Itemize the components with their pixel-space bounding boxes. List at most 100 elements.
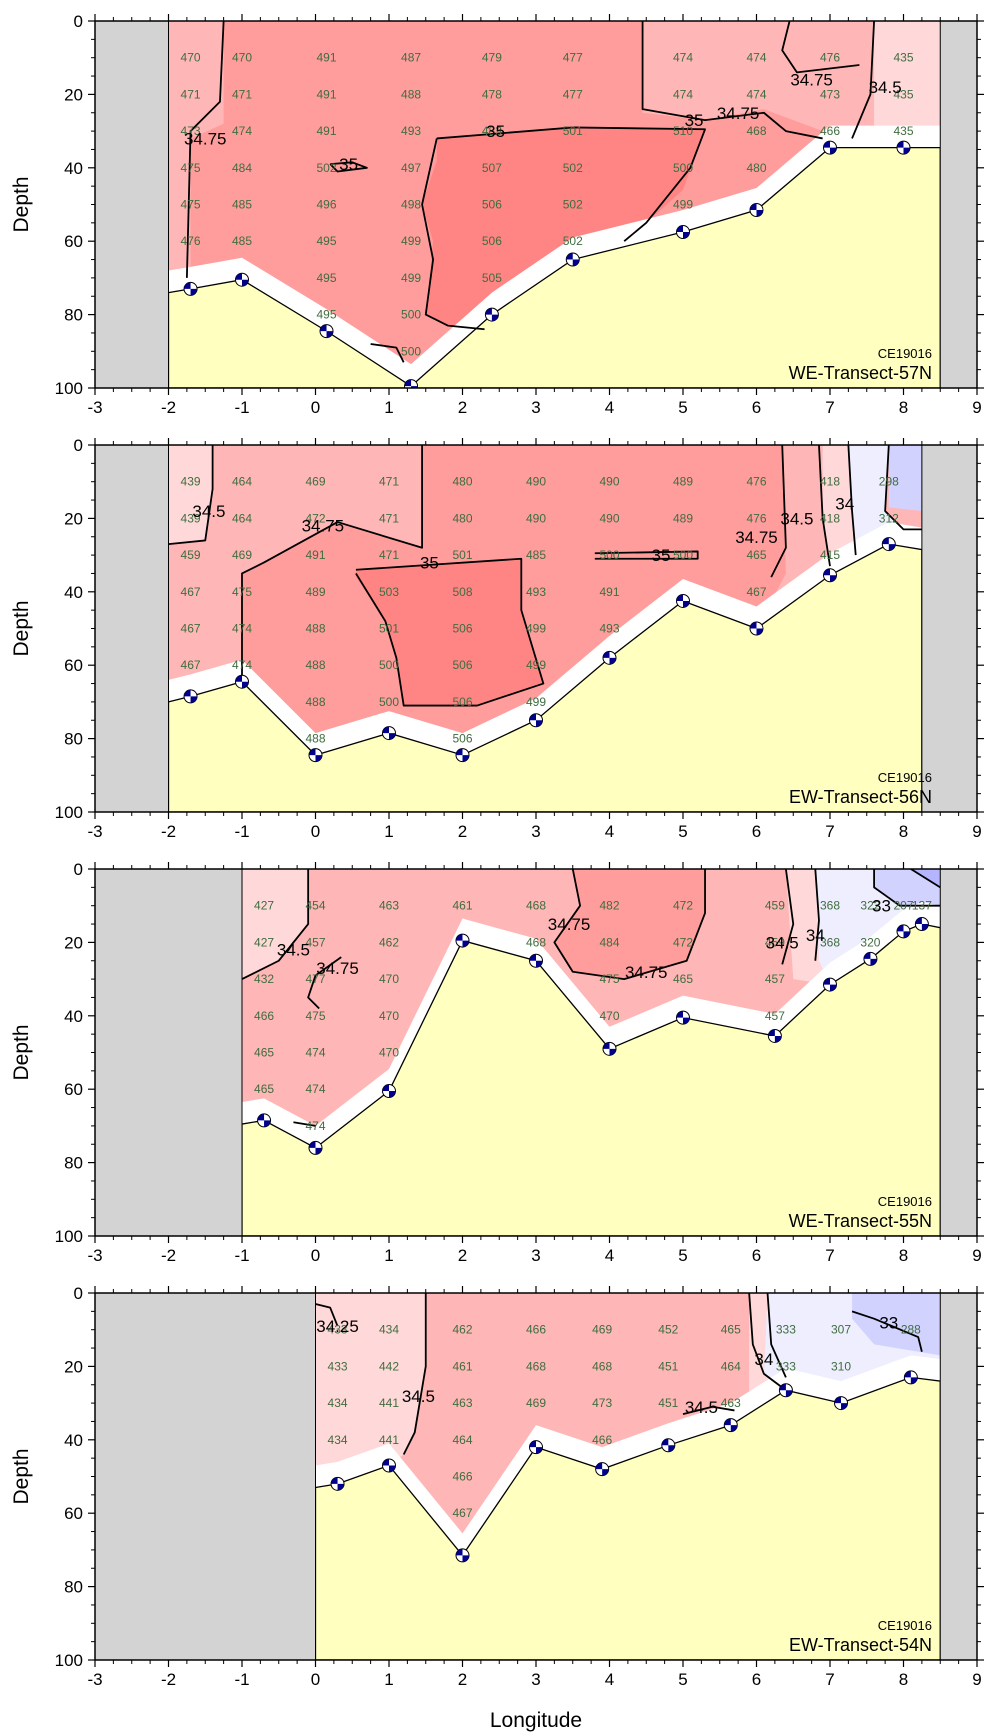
x-tick-label: 3 — [531, 398, 540, 417]
contour-label: 34.75 — [184, 129, 227, 148]
cell-value: 457 — [765, 1009, 785, 1023]
cell-value: 476 — [746, 475, 766, 489]
station-marker — [834, 1396, 849, 1411]
cell-value: 474 — [746, 51, 766, 65]
cell-value: 465 — [673, 972, 693, 986]
station-marker — [896, 140, 911, 155]
salinity-zone — [785, 869, 830, 985]
cell-value: 307 — [831, 1323, 851, 1337]
cell-value: 433 — [328, 1323, 348, 1337]
station-marker — [595, 1462, 610, 1477]
x-tick-label: 7 — [825, 398, 834, 417]
station-marker — [749, 621, 764, 636]
cell-value: 485 — [232, 198, 252, 212]
y-tick-label: 60 — [64, 656, 83, 675]
contour-line — [884, 445, 922, 531]
station-marker — [863, 951, 878, 966]
cell-value: 491 — [317, 124, 337, 138]
cell-value: 493 — [526, 585, 546, 599]
contour-line — [436, 126, 706, 242]
contour-label: 34.5 — [402, 1387, 435, 1406]
cell-value: 288 — [901, 1323, 921, 1337]
cell-value: 466 — [592, 1433, 612, 1447]
cell-value: 474 — [305, 1046, 325, 1060]
transect-panel: 4274274324664654654544574774754744744744… — [55, 860, 984, 1265]
contour-line — [329, 161, 368, 173]
contour-line — [402, 1293, 427, 1455]
cell-value: 433 — [328, 1359, 348, 1373]
cell-value: 488 — [305, 658, 325, 672]
contour-line — [315, 1303, 339, 1327]
land-west — [95, 445, 169, 812]
cell-value: 490 — [599, 511, 619, 525]
salinity-zone — [888, 445, 922, 512]
cell-value: 488 — [305, 622, 325, 636]
x-tick-label: -1 — [234, 1670, 249, 1689]
cell-value: 466 — [254, 1009, 274, 1023]
transect-panel: 4704714734754754764704714744844854854914… — [55, 12, 984, 417]
cell-value: 427 — [254, 899, 274, 913]
cell-value: 466 — [820, 124, 840, 138]
cell-value: 472 — [673, 935, 693, 949]
cell-value: 439 — [181, 475, 201, 489]
station-marker — [257, 1113, 272, 1128]
cell-value: 468 — [526, 1359, 546, 1373]
cell-value: 507 — [482, 161, 502, 175]
cell-value: 505 — [482, 271, 502, 285]
cell-value: 457 — [765, 972, 785, 986]
cell-value: 488 — [401, 87, 421, 101]
cell-value: 476 — [746, 511, 766, 525]
cell-value: 463 — [721, 1396, 741, 1410]
contour-line — [241, 869, 310, 980]
cell-value: 502 — [563, 161, 583, 175]
cell-value: 459 — [765, 935, 785, 949]
cruise-label: CE19016 — [878, 770, 932, 785]
x-tick-label: 4 — [605, 1670, 614, 1689]
contour-label: 34 — [835, 495, 854, 514]
cell-value: 470 — [181, 51, 201, 65]
x-tick-label: 3 — [531, 822, 540, 841]
plot-area: 470 471 473 475 475 476 470 471 474 484 485 485 491 4… — [95, 21, 977, 388]
contour-line — [781, 21, 860, 74]
station-marker — [382, 1084, 396, 1099]
station-marker — [455, 933, 470, 948]
cell-value: 454 — [305, 899, 325, 913]
cell-value: 464 — [232, 511, 252, 525]
cell-value: 474 — [232, 658, 252, 672]
contour-label: 34.75 — [790, 71, 833, 90]
cell-value: 498 — [401, 198, 421, 212]
contour-line — [748, 1293, 787, 1391]
station-marker — [565, 252, 580, 267]
cell-value: 468 — [746, 124, 766, 138]
cell-value: 451 — [658, 1396, 678, 1410]
salinity-zone — [422, 127, 706, 330]
station-marker — [778, 1383, 793, 1398]
cell-value: 474 — [673, 51, 693, 65]
station-marker — [330, 1476, 345, 1491]
cell-value: 500 — [401, 344, 421, 358]
y-axis-title: Depth — [10, 1448, 33, 1504]
cell-value: 471 — [181, 87, 201, 101]
y-tick-label: 100 — [55, 379, 83, 398]
contour-label: 34.5 — [869, 78, 902, 97]
station-marker — [455, 748, 470, 763]
x-tick-label: 3 — [531, 1670, 540, 1689]
cell-value: 500 — [379, 658, 399, 672]
cell-value: 484 — [599, 935, 619, 949]
contour-line — [553, 869, 706, 980]
station-marker — [823, 977, 837, 992]
cruise-label: CE19016 — [878, 1618, 932, 1633]
cell-value: 491 — [317, 87, 337, 101]
transect-label: EW-Transect-56N — [789, 787, 932, 807]
contour-line — [766, 1293, 787, 1378]
no-data-band — [315, 1355, 941, 1556]
contour-line — [851, 1310, 923, 1352]
cell-value: 478 — [482, 87, 502, 101]
contour-line — [910, 869, 941, 889]
contour-label: 35 — [486, 122, 505, 141]
cell-value: 474 — [673, 87, 693, 101]
cell-value: 510 — [673, 124, 693, 138]
plot-area: 427 427 432 466 465 465 454 457 477 475 474 474 474 4… — [95, 869, 977, 1236]
contour-label: 34.25 — [316, 1317, 359, 1336]
cell-value: 137 — [912, 899, 932, 913]
